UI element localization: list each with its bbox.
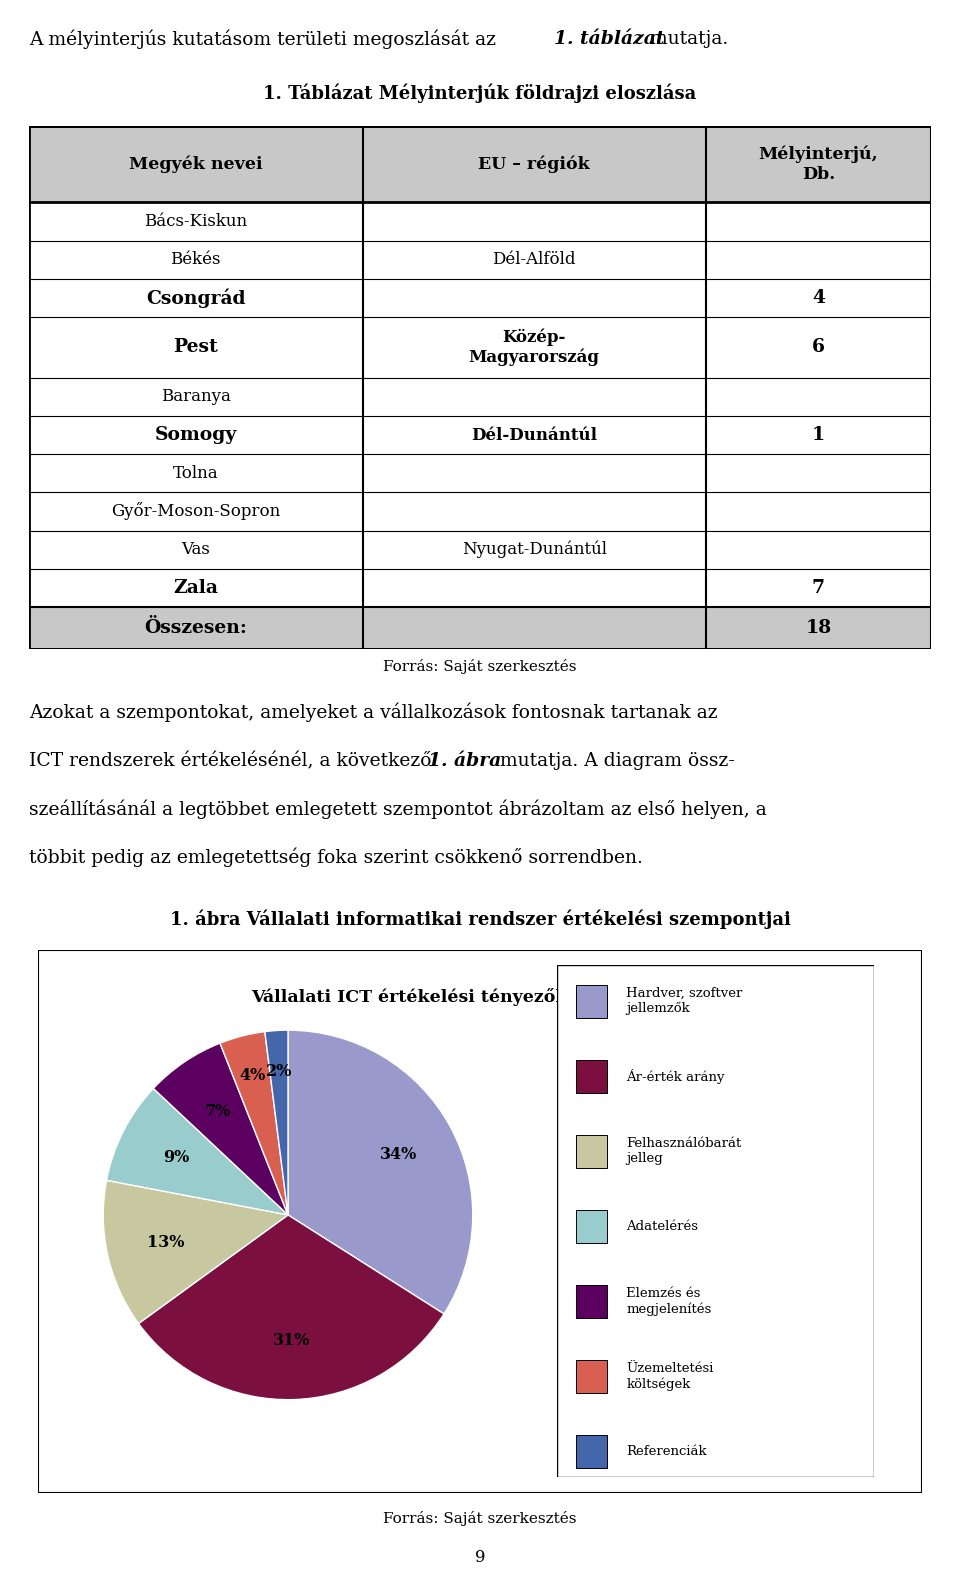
Text: Dél-Alföld: Dél-Alföld <box>492 250 576 268</box>
Bar <box>576 1361 608 1394</box>
Text: 4%: 4% <box>239 1066 265 1084</box>
Text: A mélyinterjús kutatásom területi megoszlását az: A mélyinterjús kutatásom területi megosz… <box>29 30 502 49</box>
Bar <box>576 1435 608 1468</box>
Text: 1. táblázat: 1. táblázat <box>554 30 664 49</box>
Text: Forrás: Saját szerkesztés: Forrás: Saját szerkesztés <box>383 658 577 674</box>
Text: Somogy: Somogy <box>155 427 237 444</box>
Text: Ár-érték arány: Ár-érték arány <box>627 1069 725 1084</box>
Text: Adatelérés: Adatelérés <box>627 1221 699 1233</box>
Text: 6: 6 <box>812 339 825 356</box>
Text: Összesen:: Összesen: <box>144 619 247 636</box>
Wedge shape <box>138 1214 444 1400</box>
Bar <box>29 606 931 649</box>
Text: Hardver, szoftver
jellemzők: Hardver, szoftver jellemzők <box>627 988 743 1016</box>
Text: 9%: 9% <box>163 1150 189 1167</box>
Wedge shape <box>154 1043 288 1214</box>
Text: Bács-Kiskun: Bács-Kiskun <box>144 213 248 230</box>
Text: Forrás: Saját szerkesztés: Forrás: Saját szerkesztés <box>383 1510 577 1526</box>
Wedge shape <box>220 1032 288 1214</box>
Wedge shape <box>265 1030 288 1214</box>
Text: 4: 4 <box>812 288 825 307</box>
Bar <box>576 1210 608 1243</box>
Text: Tolna: Tolna <box>173 465 219 482</box>
Text: mutatja. A diagram össz-: mutatja. A diagram össz- <box>494 751 735 770</box>
Text: többit pedig az emlegetettség foka szerint csökkenő sorrendben.: többit pedig az emlegetettség foka szeri… <box>29 847 642 868</box>
Bar <box>29 126 931 202</box>
Text: Vas: Vas <box>181 542 210 558</box>
Bar <box>576 1136 608 1169</box>
Text: Békés: Békés <box>171 250 221 268</box>
Wedge shape <box>107 1088 288 1214</box>
Bar <box>576 1060 608 1093</box>
Text: Dél-Dunántúl: Dél-Dunántúl <box>471 427 597 444</box>
Text: Pest: Pest <box>174 339 218 356</box>
Text: 1. Táblázat Mélyinterjúk földrajzi eloszlása: 1. Táblázat Mélyinterjúk földrajzi elosz… <box>263 83 697 104</box>
Bar <box>576 984 608 1017</box>
Text: szeállításánál a legtöbbet emlegetett szempontot ábrázoltam az első helyen, a: szeállításánál a legtöbbet emlegetett sz… <box>29 800 766 819</box>
Text: 13%: 13% <box>147 1233 184 1251</box>
Text: mutatja.: mutatja. <box>644 30 729 49</box>
Text: 2%: 2% <box>266 1063 292 1079</box>
Text: 1: 1 <box>812 427 825 444</box>
Text: Közép-
Magyarország: Közép- Magyarország <box>468 329 600 367</box>
Text: Felhasználóbarát
jelleg: Felhasználóbarát jelleg <box>627 1137 742 1166</box>
Text: Győr-Moson-Sopron: Győr-Moson-Sopron <box>111 502 280 520</box>
Text: 1. ábra Vállalati informatikai rendszer értékelési szempontjai: 1. ábra Vállalati informatikai rendszer … <box>170 909 790 929</box>
Text: EU – régiók: EU – régiók <box>478 156 590 173</box>
Text: Vállalati ICT értékelési tényezők: Vállalati ICT értékelési tényezők <box>252 988 567 1006</box>
Text: Azokat a szempontokat, amelyeket a vállalkozások fontosnak tartanak az: Azokat a szempontokat, amelyeket a válla… <box>29 702 717 723</box>
Text: Elemzés és
megjelenítés: Elemzés és megjelenítés <box>627 1287 711 1315</box>
Text: Megyék nevei: Megyék nevei <box>129 156 262 173</box>
Text: Baranya: Baranya <box>161 389 230 405</box>
Text: Zala: Zala <box>174 580 218 597</box>
Text: Üzemeltetési
költségek: Üzemeltetési költségek <box>627 1362 714 1391</box>
Text: 7: 7 <box>812 580 825 597</box>
Text: Csongrád: Csongrád <box>146 288 246 307</box>
Text: Referenciák: Referenciák <box>627 1446 708 1458</box>
Text: 34%: 34% <box>379 1147 417 1162</box>
Text: ICT rendszerek értékelésénél, a következő: ICT rendszerek értékelésénél, a következ… <box>29 751 438 770</box>
Text: Nyugat-Dunántúl: Nyugat-Dunántúl <box>462 540 607 559</box>
Wedge shape <box>288 1030 472 1314</box>
Text: 7%: 7% <box>204 1102 230 1120</box>
Bar <box>576 1285 608 1318</box>
Text: 1. ábra: 1. ábra <box>428 751 501 770</box>
Text: 18: 18 <box>805 619 831 636</box>
Wedge shape <box>104 1180 288 1323</box>
Text: 31%: 31% <box>274 1332 311 1348</box>
Bar <box>29 202 931 649</box>
Text: Mélyinterjú,
Db.: Mélyinterjú, Db. <box>758 145 878 183</box>
Text: 9: 9 <box>475 1550 485 1566</box>
